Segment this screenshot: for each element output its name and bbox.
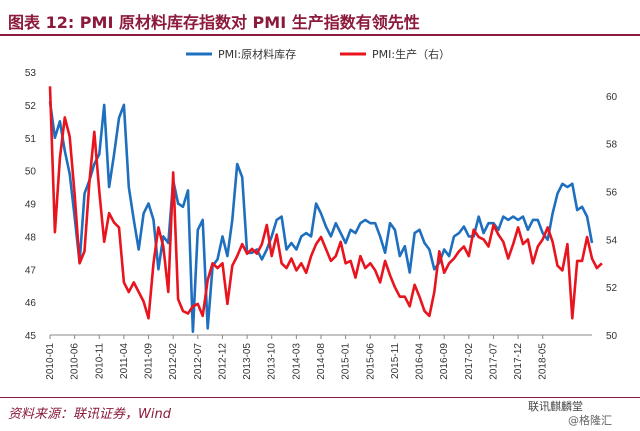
- x-tick-label: 2010-11: [94, 343, 105, 379]
- y-left-tick-label: 45: [25, 331, 37, 342]
- x-tick-label: 2012-07: [193, 343, 204, 380]
- title-bar: 图表 12: PMI 原材料库存指数对 PMI 生产指数有领先性: [0, 0, 640, 36]
- y-left-tick-label: 48: [25, 232, 37, 243]
- x-tick-label: 2016-04: [415, 343, 426, 380]
- x-tick-label: 2011-09: [144, 343, 155, 379]
- series-line-production: [48, 86, 603, 320]
- y-left-tick-label: 46: [25, 298, 37, 309]
- y-left-tick-label: 47: [25, 265, 37, 276]
- y-left-tick-label: 53: [25, 68, 37, 79]
- y-left-tick-label: 50: [25, 167, 37, 178]
- y-left-tick-label: 49: [25, 200, 37, 211]
- x-tick-label: 2014-03: [291, 343, 302, 380]
- x-tick-label: 2015-01: [341, 343, 352, 380]
- y-right-tick-label: 52: [606, 283, 618, 294]
- watermark-text: 联讯麒麟堂: [528, 400, 583, 413]
- y-right-tick-label: 60: [606, 92, 618, 103]
- x-tick-label: 2010-01: [45, 343, 56, 380]
- y-left-tick-label: 52: [25, 101, 37, 112]
- source-note: 资料来源：联讯证券，Wind: [8, 407, 171, 422]
- x-tick-label: 2016-09: [439, 343, 450, 380]
- y-right-tick-label: 56: [606, 188, 618, 199]
- x-tick-label: 2011-04: [119, 343, 130, 379]
- watermark-handle: @格隆汇: [568, 414, 612, 427]
- x-tick-label: 2017-07: [488, 343, 499, 380]
- x-tick-label: 2018-05: [538, 343, 549, 380]
- y-right-tick-label: 50: [606, 331, 618, 342]
- x-tick-label: 2017-02: [464, 343, 475, 380]
- x-tick-label: 2012-02: [168, 343, 179, 380]
- x-tick-label: 2015-06: [365, 343, 376, 380]
- series-line-raw-material-inventory: [48, 101, 594, 333]
- source-divider: [0, 397, 640, 398]
- x-tick-label: 2012-12: [217, 343, 228, 380]
- page-title: 图表 12: PMI 原材料库存指数对 PMI 生产指数有领先性: [8, 13, 420, 32]
- legend-label: PMI:原材料库存: [218, 47, 296, 61]
- x-tick-label: 2010-06: [70, 343, 81, 380]
- x-tick-label: 2014-08: [316, 343, 327, 380]
- y-right-tick-label: 58: [606, 140, 618, 151]
- title-divider: [0, 34, 640, 36]
- x-tick-label: 2013-05: [242, 343, 253, 380]
- x-tick-label: 2013-10: [267, 343, 278, 380]
- x-tick-label: 2015-11: [390, 343, 401, 379]
- y-right-tick-label: 54: [606, 235, 618, 246]
- y-left-tick-label: 51: [25, 134, 37, 145]
- x-tick-label: 2017-12: [513, 343, 524, 380]
- legend-label: PMI:生产（右）: [372, 47, 450, 61]
